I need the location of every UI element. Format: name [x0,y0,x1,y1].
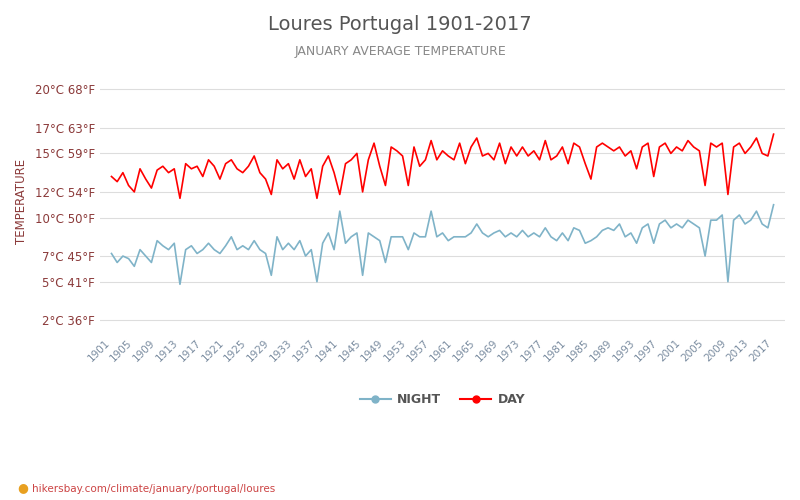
Y-axis label: TEMPERATURE: TEMPERATURE [15,159,28,244]
Text: Loures Portugal 1901-2017: Loures Portugal 1901-2017 [268,15,532,34]
Text: hikersbay.com/climate/january/portugal/loures: hikersbay.com/climate/january/portugal/l… [32,484,275,494]
Legend: NIGHT, DAY: NIGHT, DAY [354,388,530,411]
Text: JANUARY AVERAGE TEMPERATURE: JANUARY AVERAGE TEMPERATURE [294,45,506,58]
Text: ●: ● [18,481,29,494]
